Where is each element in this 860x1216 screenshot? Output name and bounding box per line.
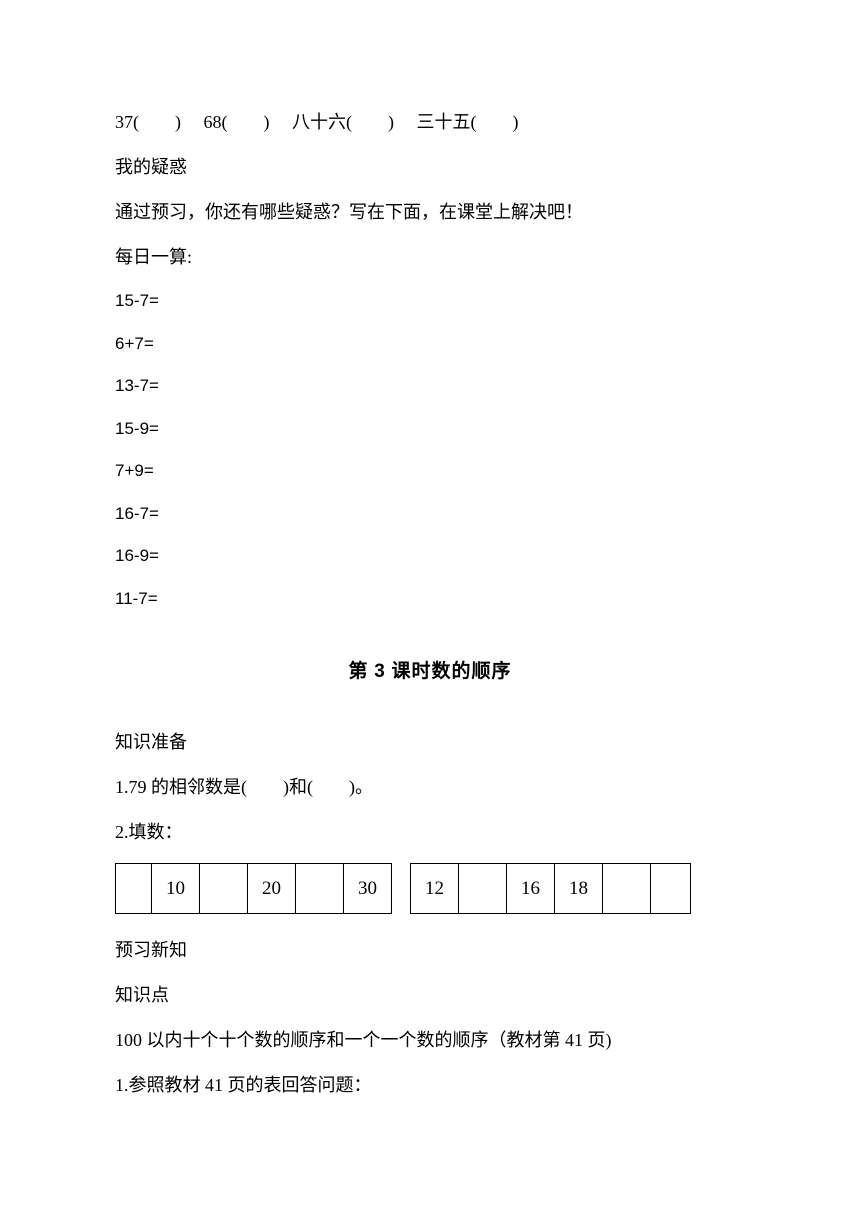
t1-cell-5: 30 xyxy=(344,863,392,914)
knowledge-point-desc: 100 以内十个十个数的顺序和一个一个数的顺序（教材第 41 页) xyxy=(115,1018,745,1063)
page-content: 37( ) 68( ) 八十六( ) 三十五( ) 我的疑惑 通过预习，你还有哪… xyxy=(0,0,860,1168)
t2-cell-4 xyxy=(603,863,651,914)
t1-cell-1: 10 xyxy=(152,863,200,914)
calc-5: 7+9= xyxy=(115,450,745,493)
t2-cell-3: 18 xyxy=(555,863,603,914)
fill-table-1: 10 20 30 xyxy=(115,863,392,915)
calc-6: 16-7= xyxy=(115,493,745,536)
calc-2: 6+7= xyxy=(115,323,745,366)
knowledge-point-heading: 知识点 xyxy=(115,973,745,1018)
question-3: 1.参照教材 41 页的表回答问题： xyxy=(115,1063,745,1108)
t1-cell-2 xyxy=(200,863,248,914)
calc-1: 15-7= xyxy=(115,280,745,323)
t1-cell-0 xyxy=(116,863,152,914)
fill-table-2: 12 16 18 xyxy=(410,863,691,915)
calc-7: 16-9= xyxy=(115,535,745,578)
calc-3: 13-7= xyxy=(115,365,745,408)
section-title-suffix: 课时数的顺序 xyxy=(386,661,512,682)
doubts-prompt: 通过预习，你还有哪些疑惑？写在下面，在课堂上解决吧！ xyxy=(115,190,745,235)
knowledge-prep-heading: 知识准备 xyxy=(115,720,745,765)
section-title-prefix: 第 xyxy=(348,661,374,682)
t2-cell-2: 16 xyxy=(507,863,555,914)
section-title: 第 3 课时数的顺序 xyxy=(115,648,745,696)
fill-number-tables: 10 20 30 12 16 18 xyxy=(115,863,745,915)
exercise-line-1: 37( ) 68( ) 八十六( ) 三十五( ) xyxy=(115,100,745,145)
daily-calc-heading: 每日一算: xyxy=(115,235,745,280)
calc-4: 15-9= xyxy=(115,408,745,451)
t2-cell-0: 12 xyxy=(411,863,459,914)
calc-8: 11-7= xyxy=(115,578,745,621)
t1-cell-3: 20 xyxy=(248,863,296,914)
t2-cell-1 xyxy=(459,863,507,914)
t2-cell-5 xyxy=(651,863,691,914)
question-1: 1.79 的相邻数是( )和( )。 xyxy=(115,765,745,810)
preview-heading: 预习新知 xyxy=(115,928,745,973)
t1-cell-4 xyxy=(296,863,344,914)
heading-doubts: 我的疑惑 xyxy=(115,145,745,190)
question-2: 2.填数： xyxy=(115,810,745,855)
section-title-number: 3 xyxy=(374,661,386,682)
